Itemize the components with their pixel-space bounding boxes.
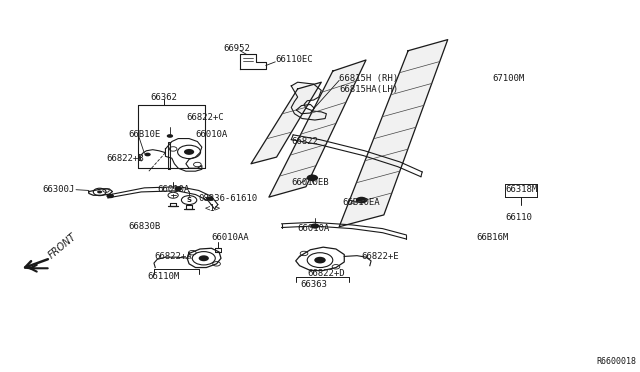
- Circle shape: [174, 186, 182, 191]
- Circle shape: [97, 190, 102, 193]
- Text: 66318M: 66318M: [505, 185, 538, 194]
- Circle shape: [356, 197, 367, 203]
- Text: 66815HA(LH): 66815HA(LH): [339, 85, 398, 94]
- Circle shape: [307, 174, 318, 181]
- Text: 08236-61610: 08236-61610: [198, 195, 258, 203]
- Text: 66952: 66952: [223, 44, 250, 53]
- Polygon shape: [291, 82, 326, 120]
- Text: 66822+D: 66822+D: [307, 269, 345, 278]
- Text: 66363: 66363: [300, 280, 327, 289]
- Text: 66300J: 66300J: [42, 185, 74, 194]
- Text: 66B10E: 66B10E: [129, 129, 161, 139]
- Text: 66822+C: 66822+C: [186, 113, 223, 122]
- Text: 66B10EA: 66B10EA: [342, 198, 380, 207]
- Polygon shape: [269, 60, 366, 197]
- Text: R6600018: R6600018: [596, 357, 636, 366]
- Circle shape: [177, 145, 200, 158]
- Circle shape: [206, 196, 214, 201]
- Text: 66110M: 66110M: [147, 272, 180, 281]
- Circle shape: [198, 255, 209, 261]
- Text: 66110: 66110: [505, 213, 532, 222]
- Text: 66010AA: 66010AA: [211, 233, 249, 243]
- Polygon shape: [251, 82, 321, 164]
- Circle shape: [167, 134, 173, 138]
- Circle shape: [192, 251, 215, 265]
- Text: <1>: <1>: [205, 204, 221, 213]
- Text: 66110EC: 66110EC: [275, 55, 313, 64]
- Text: 66822+E: 66822+E: [362, 252, 399, 261]
- Circle shape: [93, 188, 106, 196]
- Text: 66362: 66362: [150, 93, 177, 102]
- Text: FRONT: FRONT: [47, 231, 79, 260]
- Circle shape: [145, 153, 151, 156]
- Text: 67100M: 67100M: [492, 74, 525, 83]
- Text: 66815H (RH): 66815H (RH): [339, 74, 398, 83]
- Text: S: S: [187, 197, 191, 203]
- Text: 66010A: 66010A: [298, 224, 330, 233]
- Text: 66822: 66822: [291, 137, 318, 146]
- Circle shape: [181, 196, 196, 205]
- Circle shape: [184, 149, 194, 155]
- Text: 66822+B: 66822+B: [106, 154, 144, 163]
- Polygon shape: [168, 141, 170, 169]
- Circle shape: [310, 224, 319, 229]
- Polygon shape: [339, 39, 448, 227]
- Text: 66010EB: 66010EB: [291, 178, 329, 187]
- Text: 66822+A: 66822+A: [154, 252, 191, 261]
- Text: 66B16M: 66B16M: [476, 233, 509, 243]
- Text: 66010A: 66010A: [195, 129, 228, 139]
- Text: 66830B: 66830B: [129, 222, 161, 231]
- Circle shape: [314, 257, 326, 263]
- Circle shape: [106, 194, 114, 198]
- Text: 66010A: 66010A: [157, 185, 189, 194]
- Circle shape: [307, 253, 333, 267]
